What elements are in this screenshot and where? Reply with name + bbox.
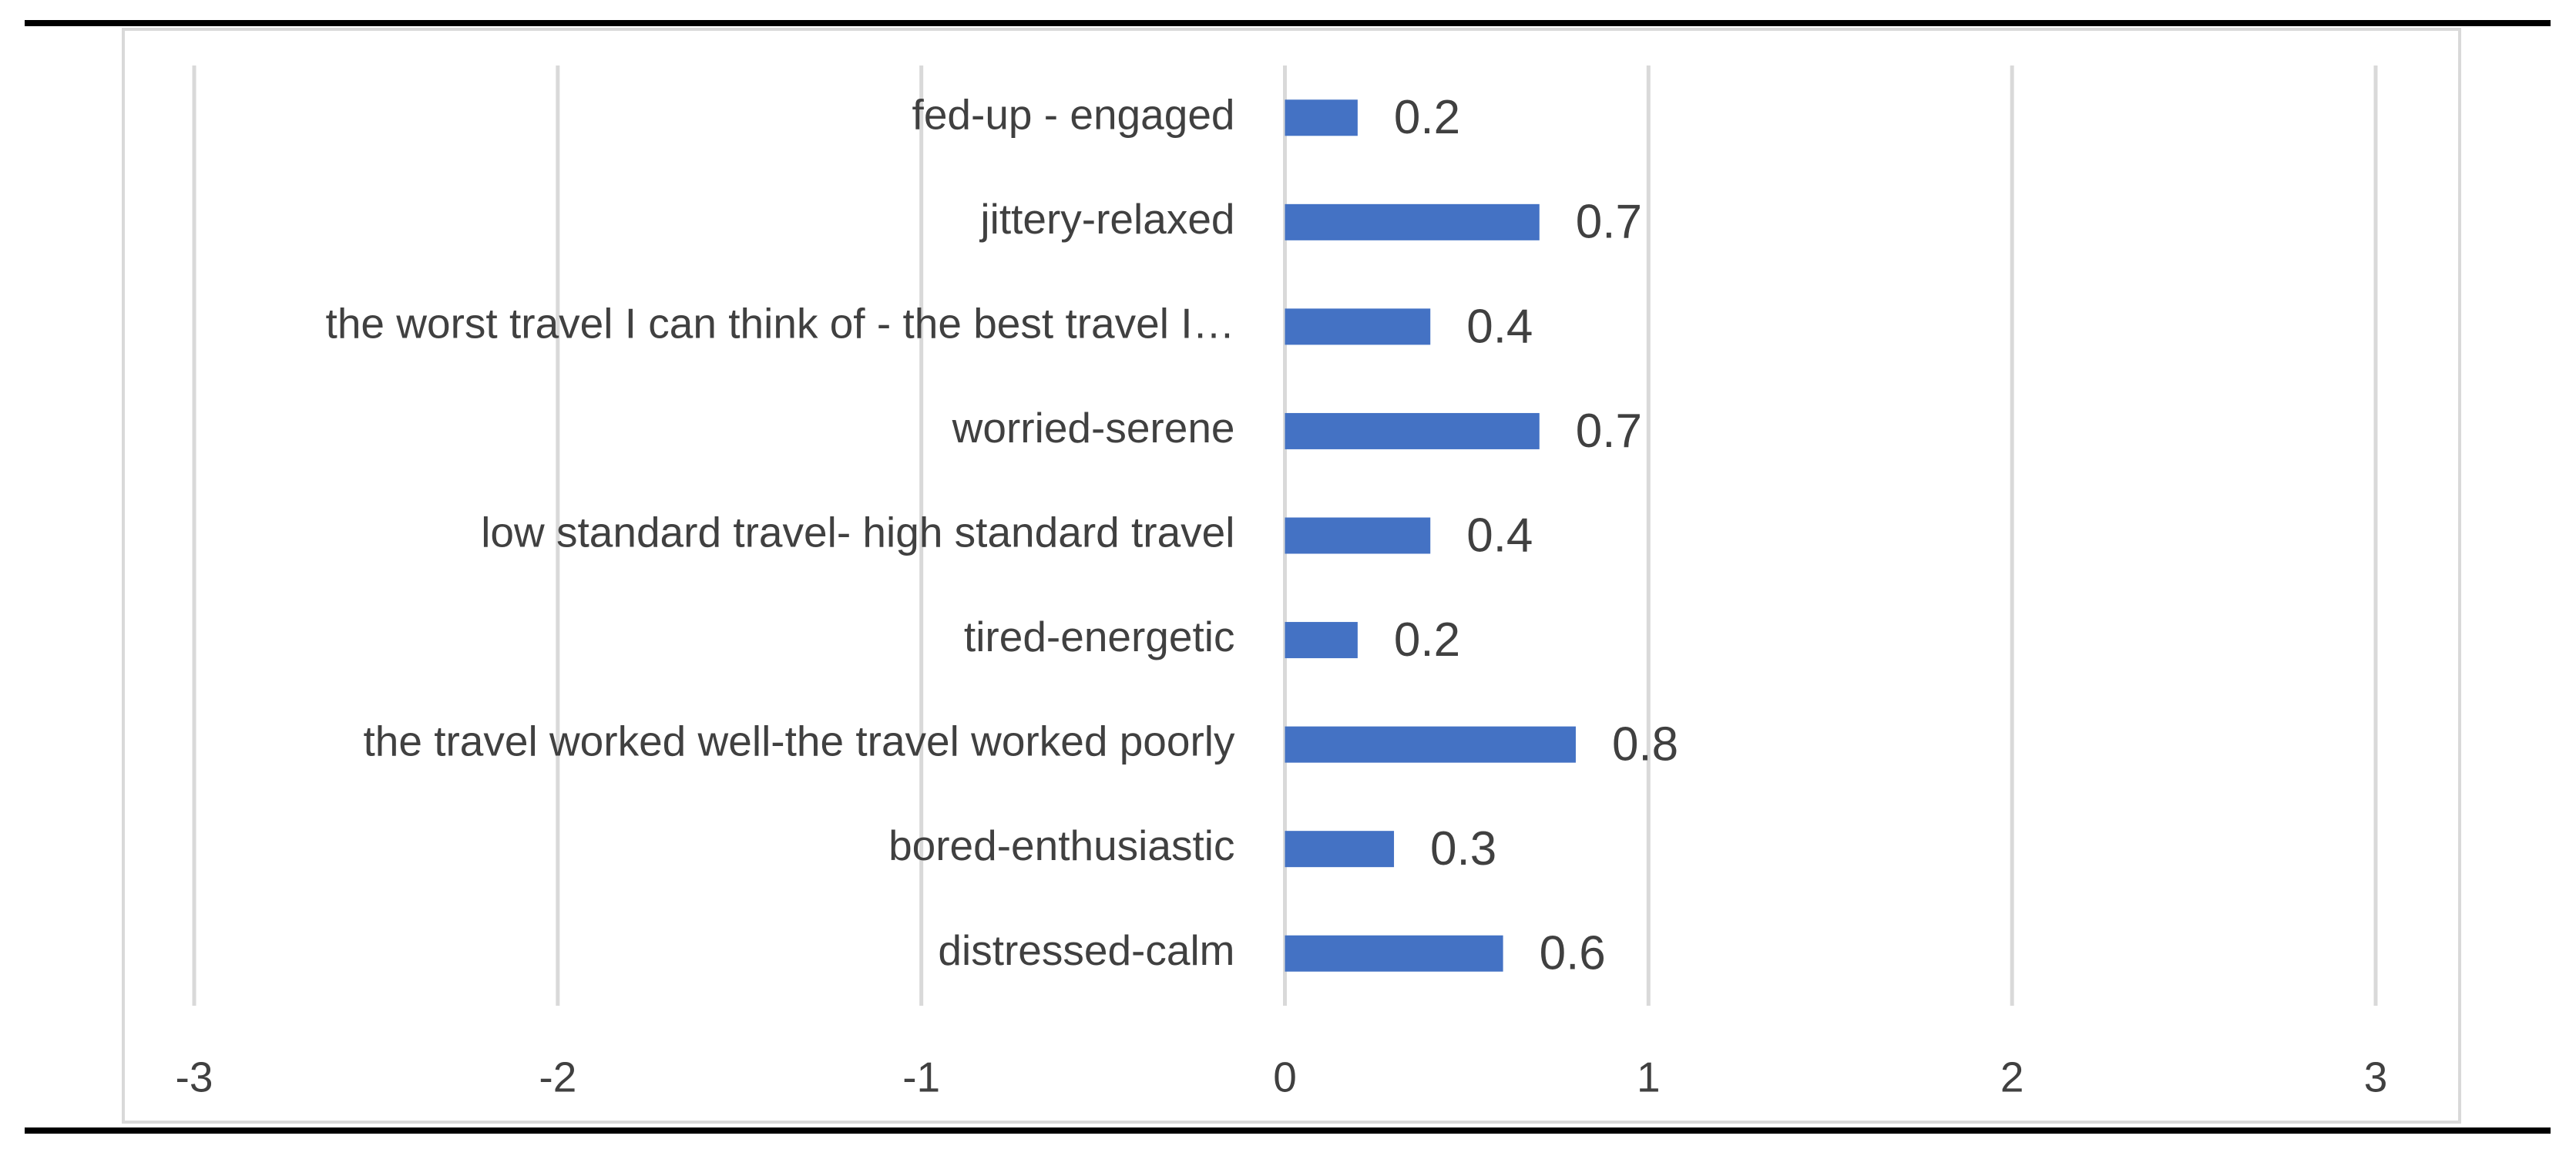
x-tick-label: 0 [1273, 1054, 1297, 1101]
value-label: 0.4 [1466, 300, 1533, 353]
bar [1285, 308, 1431, 345]
y-tick-label: worried-serene [952, 404, 1235, 452]
bar [1285, 412, 1540, 449]
value-label: 0.7 [1576, 405, 1642, 458]
y-tick-label: the travel worked well-the travel worked… [363, 717, 1235, 765]
chart-border [122, 28, 2461, 1124]
x-tick-label: -2 [539, 1054, 576, 1101]
y-tick-label: low standard travel- high standard trave… [481, 509, 1234, 556]
y-tick-label: tired-energetic [964, 613, 1235, 660]
x-tick-label: -3 [176, 1054, 213, 1101]
y-tick-label: fed-up - engaged [912, 90, 1235, 138]
y-tick-label: the worst travel I can think of - the be… [326, 299, 1235, 347]
bar [1285, 935, 1503, 972]
value-label: 0.6 [1540, 927, 1606, 980]
bar [1285, 831, 1395, 868]
y-tick-label: distressed-calm [938, 926, 1234, 974]
x-tick-label: 2 [2000, 1054, 2024, 1101]
x-tick-label: -1 [902, 1054, 940, 1101]
value-label: 0.8 [1612, 717, 1678, 771]
y-tick-label: bored-enthusiastic [888, 822, 1234, 869]
y-tick-label: jittery-relaxed [979, 195, 1234, 243]
value-label: 0.2 [1394, 613, 1460, 667]
value-label: 0.4 [1466, 509, 1533, 562]
bar [1285, 622, 1358, 659]
bar [1285, 726, 1576, 763]
x-tick-label: 3 [2364, 1054, 2388, 1101]
bar [1285, 517, 1431, 554]
bar [1285, 99, 1358, 136]
bar [1285, 203, 1540, 240]
value-label: 0.3 [1430, 822, 1496, 875]
value-label: 0.2 [1394, 91, 1460, 144]
value-label: 0.7 [1576, 196, 1642, 249]
x-tick-label: 1 [1637, 1054, 1661, 1101]
